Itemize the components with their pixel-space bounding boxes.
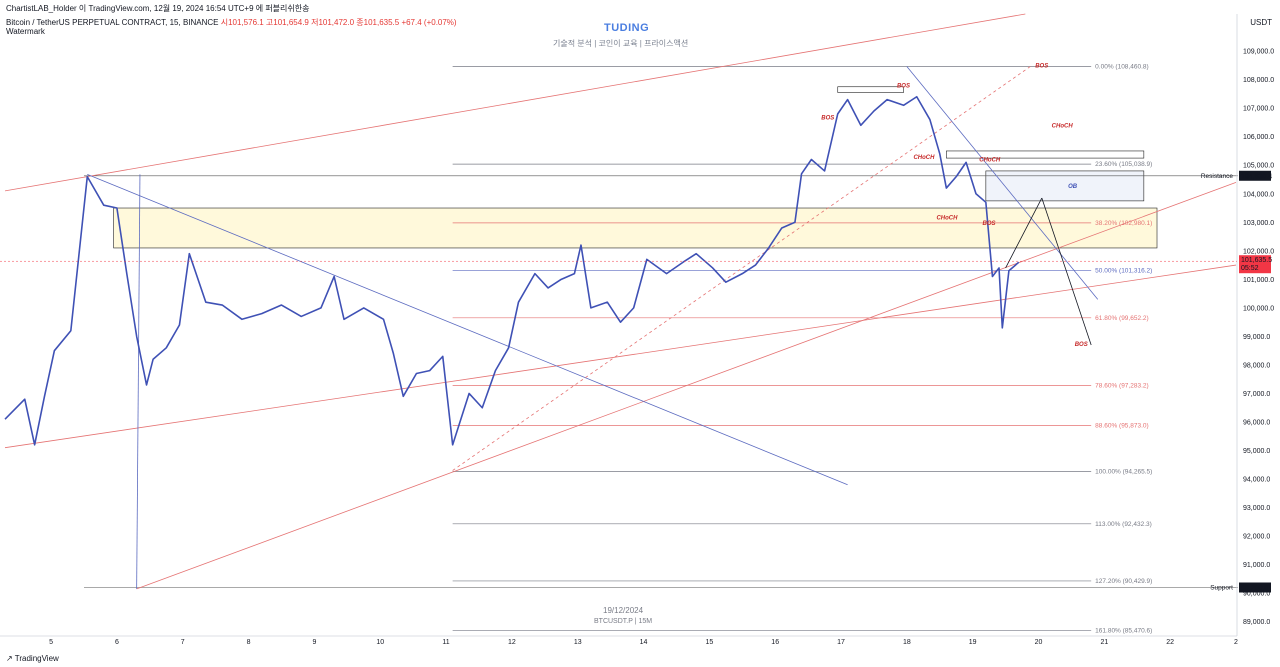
tuding-logo: TUDING [604, 22, 650, 34]
y-tick-5: 104,000.0 [1243, 191, 1274, 198]
y-tick-18: 91,000.0 [1243, 562, 1270, 569]
x-tick-17: 22 [1166, 639, 1174, 646]
x-tick-8: 13 [574, 639, 582, 646]
level-price-0: 104,630.4 [1241, 173, 1272, 180]
blue-trend-line [87, 173, 848, 486]
projection-up [1005, 197, 1043, 269]
footer-date: 19/12/2024 [603, 606, 644, 615]
y-tick-3: 106,000.0 [1243, 134, 1274, 141]
y-tick-15: 94,000.0 [1243, 477, 1270, 484]
dashed-trend [452, 65, 1033, 471]
smc-label-9: OB [1068, 184, 1078, 190]
supply-zone [113, 207, 1158, 249]
fib-label-9: 127.20% (90,429.9) [1095, 578, 1152, 585]
x-tick-13: 18 [903, 639, 911, 646]
level-price-1: 90,200.0 [1241, 585, 1268, 592]
x-tick-16: 21 [1100, 639, 1108, 646]
candle-countdown: 05:52 [1241, 265, 1259, 272]
y-tick-9: 100,000.0 [1243, 305, 1274, 312]
watermark-label: Watermark [6, 27, 45, 36]
y-tick-19: 90,000.0 [1243, 591, 1270, 598]
level-name-1: Support [1210, 584, 1233, 591]
tradingview-brand: TradingView [14, 654, 59, 663]
symbol-info: Bitcoin / TetherUS PERPETUAL CONTRACT, 1… [6, 17, 457, 28]
y-tick-6: 103,000.0 [1243, 220, 1274, 227]
fib-label-7: 100.00% (94,265.5) [1095, 468, 1152, 475]
fib-label-6: 88.60% (95,873.0) [1095, 423, 1148, 430]
fib-label-0: 0.00% (108,460.8) [1095, 63, 1148, 70]
tuding-subtitle: 기술적 분석 | 코인이 교육 | 프라이스액션 [553, 39, 689, 48]
tradingview-logo[interactable]: ↗︎ TradingView [6, 654, 59, 663]
y-tick-11: 98,000.0 [1243, 362, 1270, 369]
x-tick-12: 17 [837, 639, 845, 646]
x-tick-18: 2 [1234, 639, 1238, 646]
fib-label-2: 38.20% (102,980.1) [1095, 220, 1152, 227]
y-tick-4: 105,000.0 [1243, 163, 1274, 170]
x-tick-11: 16 [771, 639, 779, 646]
x-tick-0: 5 [49, 639, 53, 646]
y-tick-1: 108,000.0 [1243, 77, 1274, 84]
y-tick-17: 92,000.0 [1243, 534, 1270, 541]
footer-symbol: BTCUSDT.P | 15M [594, 618, 653, 625]
fib-label-3: 50.00% (101,316.2) [1095, 267, 1152, 274]
x-tick-6: 11 [442, 639, 449, 646]
ohlc-values: 시101,576.1 고101,654.9 저101,472.0 종101,63… [220, 18, 457, 27]
lower-trend-line [136, 181, 1237, 590]
level-price-bg-0 [1239, 170, 1271, 181]
symbol-name: Bitcoin / TetherUS PERPETUAL CONTRACT, 1… [6, 18, 219, 27]
projection-down [1041, 197, 1092, 346]
price-path [4, 95, 1020, 446]
y-tick-2: 107,000.0 [1243, 106, 1274, 113]
y-tick-7: 102,000.0 [1243, 248, 1274, 255]
x-tick-7: 12 [508, 639, 516, 646]
smc-label-6: CHoCH [936, 215, 958, 221]
x-tick-14: 19 [969, 639, 977, 646]
level-name-0: Resistance [1201, 173, 1234, 180]
x-tick-9: 14 [640, 639, 648, 646]
y-tick-12: 97,000.0 [1243, 391, 1270, 398]
y-tick-13: 96,000.0 [1243, 420, 1270, 427]
y-tick-0: 109,000.0 [1243, 49, 1274, 56]
smc-label-0: BOS [821, 116, 834, 122]
fib-label-5: 78.60% (97,283.2) [1095, 382, 1148, 389]
fib-label-4: 61.80% (99,652.2) [1095, 315, 1148, 322]
y-tick-8: 101,000.0 [1243, 277, 1274, 284]
smc-label-1: BOS [897, 83, 910, 89]
y-tick-14: 95,000.0 [1243, 448, 1270, 455]
smc-label-7: BOS [983, 221, 996, 227]
bos-box [837, 86, 904, 93]
x-tick-4: 9 [312, 639, 316, 646]
blue-drop-line [136, 174, 141, 589]
smc-label-2: BOS [1035, 64, 1048, 70]
current-price-value: 101,635.5 [1241, 257, 1272, 264]
current-price-tag [1239, 255, 1271, 274]
y-tick-10: 99,000.0 [1243, 334, 1270, 341]
smc-label-3: CHoCH [913, 155, 935, 161]
choch-box [946, 150, 1145, 159]
fib-label-8: 113.00% (92,432.3) [1095, 521, 1152, 528]
fib-label-1: 23.60% (105,038.9) [1095, 161, 1152, 168]
publish-info: ChartistLAB_Holder 이 TradingView.com, 12… [6, 4, 310, 13]
currency-label[interactable]: USDT [1250, 18, 1272, 27]
channel-top [4, 13, 1026, 192]
order-block [985, 170, 1145, 202]
x-tick-15: 20 [1035, 639, 1043, 646]
y-tick-20: 89,000.0 [1243, 619, 1270, 626]
smc-label-8: BOS [1075, 342, 1088, 348]
x-tick-10: 15 [705, 639, 713, 646]
blue-top-down [906, 66, 1099, 300]
x-tick-3: 8 [247, 639, 251, 646]
level-price-bg-1 [1239, 582, 1271, 593]
x-tick-5: 10 [376, 639, 384, 646]
x-tick-1: 6 [115, 639, 119, 646]
x-tick-2: 7 [181, 639, 185, 646]
smc-label-4: CHoCH [979, 158, 1001, 164]
fib-label-10: 161.80% (85,470.6) [1095, 627, 1152, 634]
channel-bottom [4, 264, 1237, 449]
smc-label-5: CHoCH [1052, 123, 1074, 129]
y-tick-16: 93,000.0 [1243, 505, 1270, 512]
